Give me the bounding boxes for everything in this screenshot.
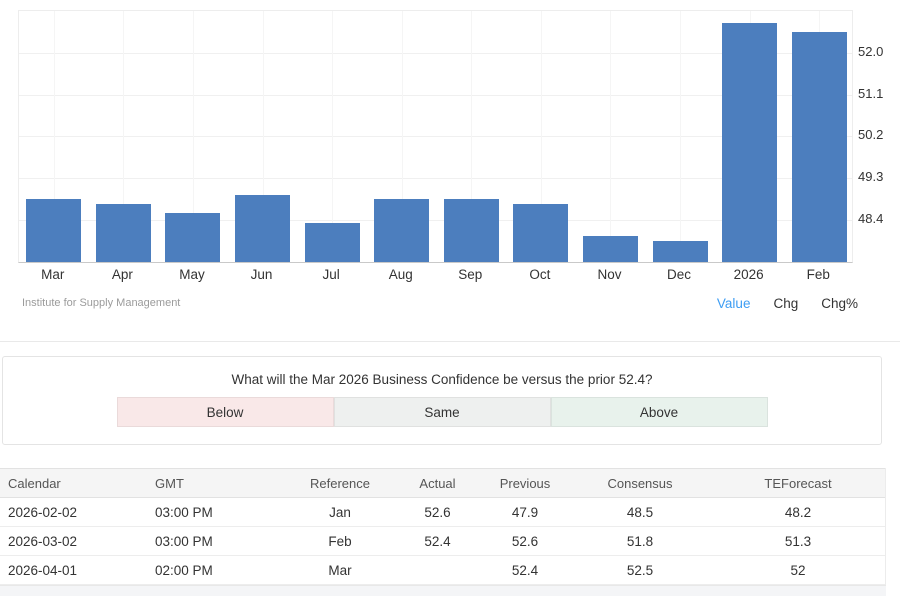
poll-card: What will the Mar 2026 Business Confiden… [2,356,882,445]
bar-jun[interactable] [235,194,291,262]
bar-aug[interactable] [374,199,430,262]
x-axis-label: Jun [250,267,273,282]
cell-previous: 47.9 [511,504,539,520]
gridline-vertical [332,11,334,262]
x-axis-label: Oct [529,267,551,282]
column-header-reference: Reference [310,475,370,491]
cell-consensus: 48.5 [626,504,654,520]
x-axis-label: Apr [111,267,133,282]
gridline-horizontal [19,219,852,221]
plot-area [18,10,853,263]
x-axis-label: Feb [806,267,830,282]
y-axis-tick: 52.0 [858,43,884,59]
gridline-vertical [540,11,542,262]
table-header-row: Calendar GMT Reference Actual Previous Consen… [0,468,885,498]
gridline-vertical [610,11,612,262]
next-section-partial [0,585,886,596]
column-header-consensus: Consensus [607,475,673,491]
cell-gmt: 03:00 PM [155,504,213,520]
cell-actual: 52.4 [424,533,451,549]
y-axis-tick: 49.3 [858,169,884,185]
chart-source-label: Institute for Supply Management [22,297,181,309]
bar-dec[interactable] [652,241,708,262]
column-header-gmt: GMT [155,475,184,491]
poll-options: Below Same Above [3,397,881,427]
column-header-actual: Actual [419,475,456,491]
bar-nov[interactable] [582,236,638,262]
cell-previous: 52.4 [511,562,539,578]
bar-jul[interactable] [304,222,360,262]
gridline-horizontal [19,52,852,54]
cell-gmt: 03:00 PM [155,533,213,549]
bar-sep[interactable] [443,199,499,262]
x-axis-label: Mar [41,267,65,282]
gridline-vertical [680,11,682,262]
cell-teforecast: 48.2 [784,504,812,520]
view-toggle-chg-pct[interactable]: Chg% [821,296,858,311]
column-header-previous: Previous [499,475,551,491]
cell-consensus: 52.5 [626,562,654,578]
cell-reference: Jan [329,504,351,520]
bar-feb[interactable] [791,32,847,262]
cell-calendar: 2026-02-02 [8,504,78,520]
gridline-vertical [471,11,473,262]
cell-calendar: 2026-04-01 [8,562,78,578]
cell-teforecast: 52 [790,562,806,578]
view-toggle-value[interactable]: Value [716,296,751,311]
cell-reference: Mar [328,562,352,578]
gridline-vertical [192,11,194,262]
table-row[interactable]: 2026-03-02 03:00 PM Feb 52.4 52.6 51.8 51.3 [0,527,885,556]
x-axis-label: Dec [667,267,692,282]
y-axis-tick: 50.2 [858,127,884,143]
cell-teforecast: 51.3 [784,533,812,549]
gridline-vertical [262,11,264,262]
calendar-table: Calendar GMT Reference Actual Previous Consen… [0,468,886,585]
section-divider [0,341,900,342]
view-toggle-chg[interactable]: Chg [773,296,799,311]
cell-reference: Feb [328,533,352,549]
poll-option-same[interactable]: Same [333,397,551,427]
gridline-horizontal [19,136,852,138]
y-axis-tick: 51.1 [858,85,884,101]
bar-oct[interactable] [513,203,569,262]
x-axis-label: 2026 [733,267,764,282]
x-axis-label: Aug [388,267,413,282]
table-row[interactable]: 2026-02-02 03:00 PM Jan 52.6 47.9 48.5 48.2 [0,498,885,527]
cell-previous: 52.6 [511,533,539,549]
poll-option-above[interactable]: Above [550,397,768,427]
bar-mar[interactable] [26,199,82,262]
cell-gmt: 02:00 PM [155,562,213,578]
chart-section: 52.0 51.1 50.2 49.3 48.4 Mar Apr May Jun Jul Aug S… [18,10,884,311]
column-header-calendar: Calendar [8,475,61,491]
gridline-horizontal [19,178,852,180]
cell-calendar: 2026-03-02 [8,533,78,549]
gridline-vertical [53,11,55,262]
gridline-vertical [123,11,125,262]
column-header-teforecast: TEForecast [764,475,832,491]
x-axis-label: Sep [458,267,483,282]
bar-2026[interactable] [722,22,778,262]
cell-consensus: 51.8 [626,533,654,549]
x-axis-label: Jul [322,267,340,282]
poll-question: What will the Mar 2026 Business Confiden… [231,372,653,387]
bar-may[interactable] [165,213,221,262]
y-axis-tick: 48.4 [858,210,884,226]
chart-view-toggles: Value Chg Chg% [717,296,858,311]
x-axis-label: May [179,267,205,282]
gridline-horizontal [19,94,852,96]
bar-apr[interactable] [95,203,151,262]
gridline-vertical [401,11,403,262]
table-body: 2026-02-02 03:00 PM Jan 52.6 47.9 48.5 48.2 202… [0,498,885,585]
cell-actual: 52.6 [424,504,451,520]
x-axis-label: Nov [597,267,622,282]
poll-option-below[interactable]: Below [116,397,334,427]
table-row[interactable]: 2026-04-01 02:00 PM Mar 52.4 52.5 52 [0,556,885,585]
